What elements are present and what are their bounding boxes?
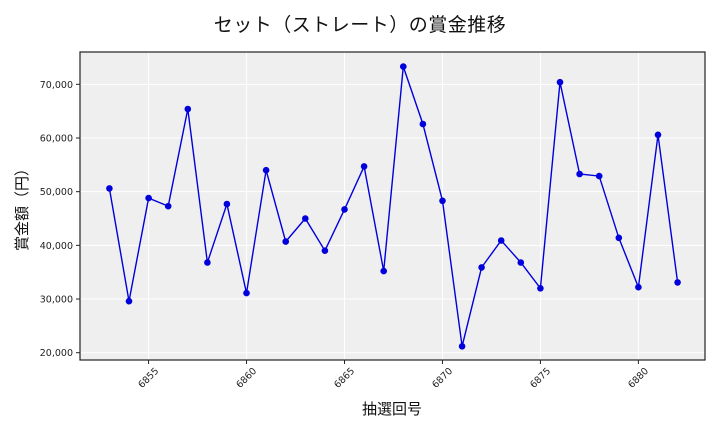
data-point-marker <box>635 283 642 291</box>
x-tick-label: 6880 <box>626 366 651 391</box>
data-point-marker <box>223 200 231 208</box>
data-point-marker <box>262 166 270 174</box>
data-point-marker <box>497 237 505 244</box>
data-point-marker <box>439 197 446 205</box>
data-point-marker <box>537 285 544 292</box>
x-tick-label: 6875 <box>528 366 553 391</box>
plot-area <box>80 52 705 360</box>
data-markers <box>106 63 681 350</box>
y-tick-label: 70,000 <box>40 80 73 91</box>
data-point-marker <box>282 238 290 245</box>
data-point-marker <box>674 279 681 286</box>
x-tick-label: 6870 <box>430 366 455 391</box>
data-point-marker <box>478 264 485 271</box>
chart-title: セット（ストレート）の賞金推移 <box>213 14 507 36</box>
y-tick-label: 20,000 <box>40 348 73 359</box>
data-point-marker <box>517 259 525 266</box>
data-point-marker <box>106 185 113 192</box>
data-point-marker <box>243 289 250 297</box>
y-tick-label: 40,000 <box>40 241 73 252</box>
data-point-marker <box>576 170 583 178</box>
data-point-marker <box>321 247 329 254</box>
x-axis-label: 抽選回号 <box>362 400 422 418</box>
data-point-marker <box>419 120 427 128</box>
data-point-marker <box>458 343 466 350</box>
x-axis-ticks: 6855 6860 6865 6870 6875 6880 <box>136 360 651 391</box>
data-point-marker <box>654 131 662 139</box>
data-point-marker <box>164 202 172 210</box>
y-tick-label: 60,000 <box>40 133 73 144</box>
x-tick-label: 6865 <box>332 366 357 391</box>
plot-frame <box>79 51 706 361</box>
data-point-marker <box>360 163 368 170</box>
data-point-marker <box>125 297 133 305</box>
x-tick-label: 6860 <box>234 366 259 391</box>
data-point-marker <box>615 234 623 242</box>
data-point-marker <box>556 78 564 86</box>
y-tick-label: 50,000 <box>40 187 73 198</box>
grid-lines <box>80 52 705 360</box>
data-point-marker <box>400 63 407 70</box>
data-point-marker <box>145 194 152 202</box>
data-point-marker <box>341 206 348 213</box>
x-tick-label: 6855 <box>136 366 161 391</box>
data-point-marker <box>595 172 603 180</box>
y-axis-ticks: 20,000 30,000 40,000 50,000 60,000 70,000 <box>40 80 80 359</box>
y-axis-label: 賞金額（円） <box>13 161 31 251</box>
data-point-marker <box>302 215 309 222</box>
y-tick-label: 30,000 <box>40 295 73 306</box>
data-point-marker <box>184 105 192 113</box>
data-point-marker <box>380 267 388 275</box>
data-point-marker <box>204 259 211 266</box>
